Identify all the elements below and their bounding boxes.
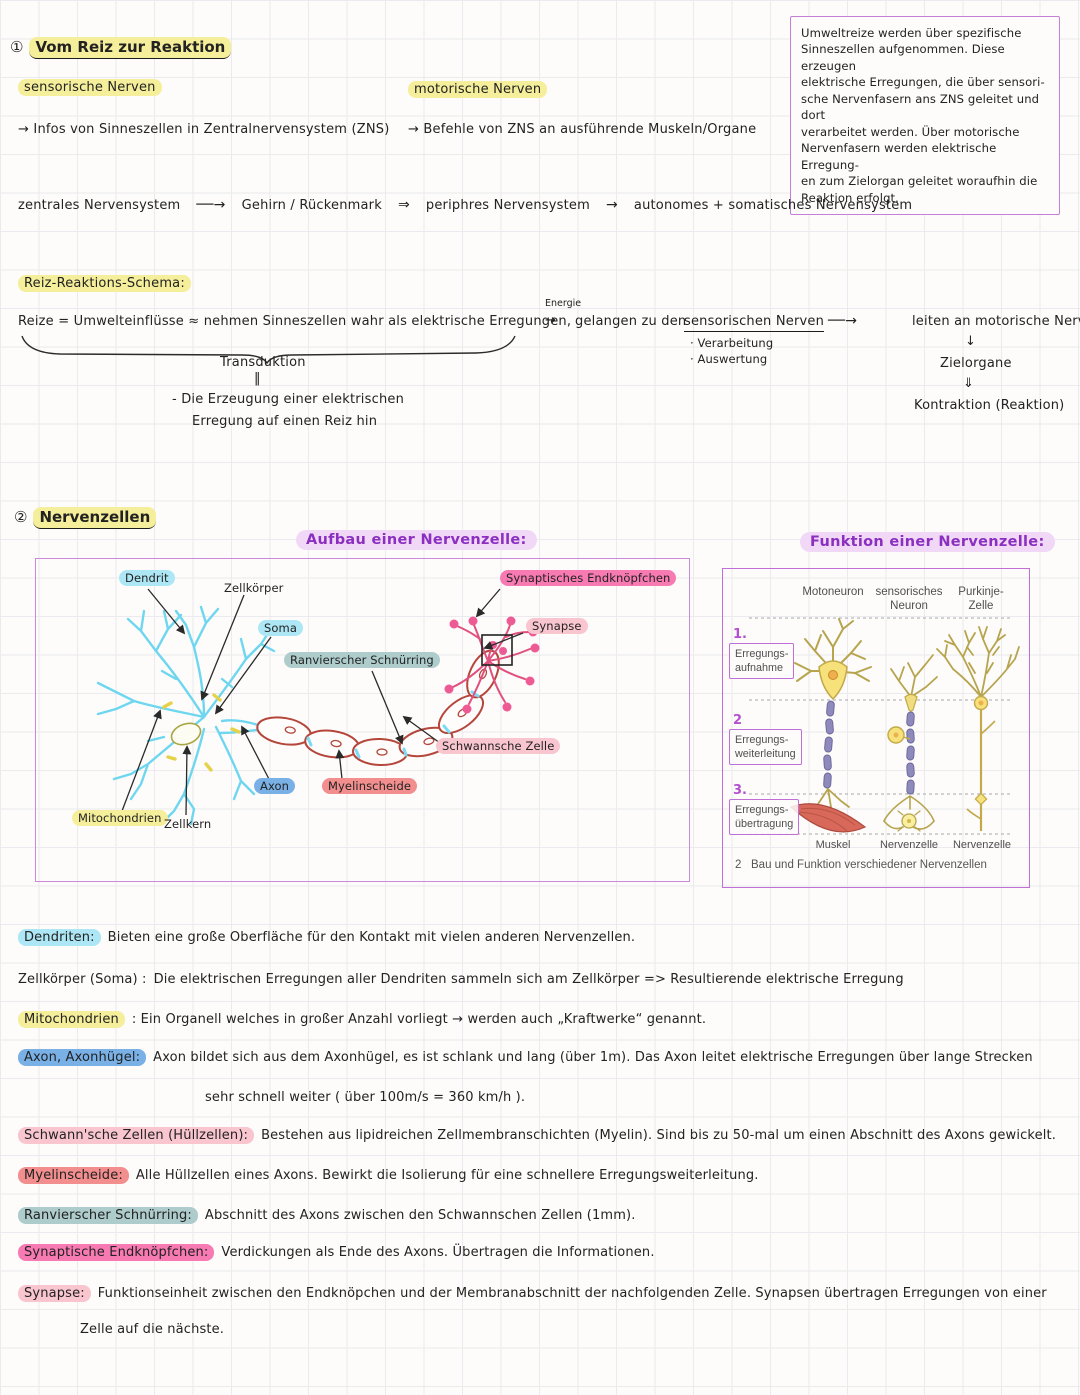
function-figure-drawing [749,617,1020,835]
pns-term: periphres Nervensystem [425,198,590,213]
sensory-nerves-desc: → Infos von Sinneszellen in Zentralnerve… [18,122,390,137]
figure-bottom-muskel: Muskel [815,839,851,851]
long-arrow-icon: ──→ [196,197,226,213]
schema-part1: Reize = Umwelteinflüsse ≈ nehmen Sinnesz… [18,314,572,329]
nucleus-shape [170,722,202,746]
energie-arrow-icon: → [545,313,557,328]
figure-row3-number: 3. [733,783,747,798]
neuron-function-figure: Motoneuron sensorisches Neuron Purkinje-… [722,568,1030,888]
def-synapse: Synapse: Funktionseinheit zwischen den En… [18,1285,1047,1302]
auswertung-item: · Auswertung [690,352,768,366]
double-arrow-icon: ⇒ [397,197,410,213]
underbrace-curve [21,335,516,365]
sensory-neuron-drawing [883,654,938,832]
schema-part3: leiten an motorische Nerven [912,314,1080,329]
verarbeitung-item: · Verarbeitung [690,336,774,350]
motoneuron-drawing [789,618,872,833]
zellkern-label: Zellkern [164,817,212,831]
figure-row2-number: 2 [733,713,743,728]
mitochondria-shapes [162,693,241,772]
schwann-label: Schwannsche Zelle [436,738,561,754]
purkinje-cell-drawing [936,626,1020,831]
section2-title: Nervenzellen [33,507,157,529]
def-ranvier: Ranvierscher Schnürring: Abschnitt des Ax… [18,1207,636,1224]
figure-row1-label: Erregungs- aufnahme [729,643,795,680]
label-pointers [121,588,524,816]
kontraktion-label: Kontraktion (Reaktion) [914,398,1065,413]
figure-row2-label: Erregungs- weiterleitung [729,729,802,766]
figure-bottom-nervenzelle2: Nervenzelle [952,839,1012,851]
schema-part2: gelangen zu den [575,314,687,329]
dendrit-label: Dendrit [119,570,175,586]
schema-sensory-nerves: sensorischen Nerven [684,314,825,332]
figure-bottom-nervenzelle1: Nervenzelle [879,839,939,851]
double-down-arrow-icon: ⇓ [963,376,975,391]
axon-label: Axon [254,778,296,794]
section1-number: ① [10,38,24,56]
section2-number: ② [14,508,28,526]
def-axon: Axon, Axonhügel: Axon bildet sich aus dem… [18,1049,1033,1066]
dendrite-tree [96,605,276,826]
def-myelinscheide: Myelinscheide: Alle Hüllzellen eines Axon… [18,1167,759,1184]
zielorgane-label: Zielorgane [940,356,1012,371]
neuron-structure-diagram: Dendrit Zellkörper Soma Ranvierscher Sch… [35,558,690,882]
def-schwann: Schwann'sche Zellen (Hüllzellen): Bestehe… [18,1127,1056,1144]
long-arrow-icon: ──→ [828,313,858,329]
def-dendriten: Dendriten: Bieten eine große Oberfläche f… [18,929,635,946]
def-zellkoerper: Zellkörper (Soma) : Die elektrischen Erre… [18,972,904,987]
section2-heading: ② Nervenzellen [14,507,157,529]
transduktion-def-line2: Erregung auf einen Reiz hin [192,414,378,429]
transduktion-def-line1: - Die Erzeugung einer elektrischen [172,392,405,407]
funktion-heading: Funktion einer Nervenzelle: [800,532,1055,552]
cns-flow-line: zentrales Nervensystem ──→ Gehirn / Rück… [18,197,912,213]
autonomic-somatic-term: autonomes + somatisches Nervensystem [633,198,913,213]
ranvier-label: Ranvierscher Schnürring [284,652,440,668]
cns-term: zentrales Nervensystem [18,198,181,213]
summary-info-box: Umweltreize werden über spezifische Sinn… [790,16,1060,215]
endknoepfchen-label: Synaptisches Endknöpfchen [500,570,677,586]
figure-col-motoneuron: Motoneuron [802,586,864,598]
section1-heading: ① Vom Reiz zur Reaktion [10,37,232,59]
zellkoerper-label: Zellkörper [224,581,284,595]
myelin-label: Myelinscheide [322,778,418,794]
soma-label: Soma [258,620,303,636]
def-mitochondrien: Mitochondrien: Ein Organell welches in g… [18,1011,706,1028]
equals-sign: ‖ [254,371,261,386]
figure-col-purkinje: Purkinje- Zelle [958,586,1004,613]
transduktion-label: Transduktion [220,355,306,370]
neuron-drawing [96,588,540,826]
figure-caption: 2 Bau und Funktion verschiedener Nervenz… [735,859,987,871]
energie-label: Energie [545,298,582,309]
mitochondrien-label: Mitochondrien [72,810,168,826]
section1-title: Vom Reiz zur Reaktion [29,37,232,59]
aufbau-heading: Aufbau einer Nervenzelle: [296,530,537,550]
def-endknoepfchen: Synaptische Endknöpfchen: Verdickungen al… [18,1244,655,1261]
down-arrow-icon: ↓ [965,334,977,349]
motor-nerves-desc: → Befehle von ZNS an ausführende Muskeln… [408,122,757,137]
sensory-nerves-label: sensorische Nerven [18,79,162,96]
figure-row3-label: Erregungs- übertragung [729,799,800,836]
synapse-frame [481,634,513,666]
axon-terminal-tree [452,624,531,705]
motor-nerves-label: motorische Nerven [408,81,548,98]
brain-term: Gehirn / Rückenmark [241,198,382,213]
arrow-icon: → [605,197,618,213]
figure-row1-number: 1. [733,627,747,642]
def-axon-continued: sehr schnell weiter ( über 100m/s = 360 … [205,1090,526,1105]
figure-col-sensory: sensorisches Neuron [875,586,943,613]
synapse-label: Synapse [526,618,588,634]
schema-heading: Reiz-Reaktions-Schema: [18,275,191,292]
def-synapse-continued: Zelle auf die nächste. [80,1322,225,1337]
